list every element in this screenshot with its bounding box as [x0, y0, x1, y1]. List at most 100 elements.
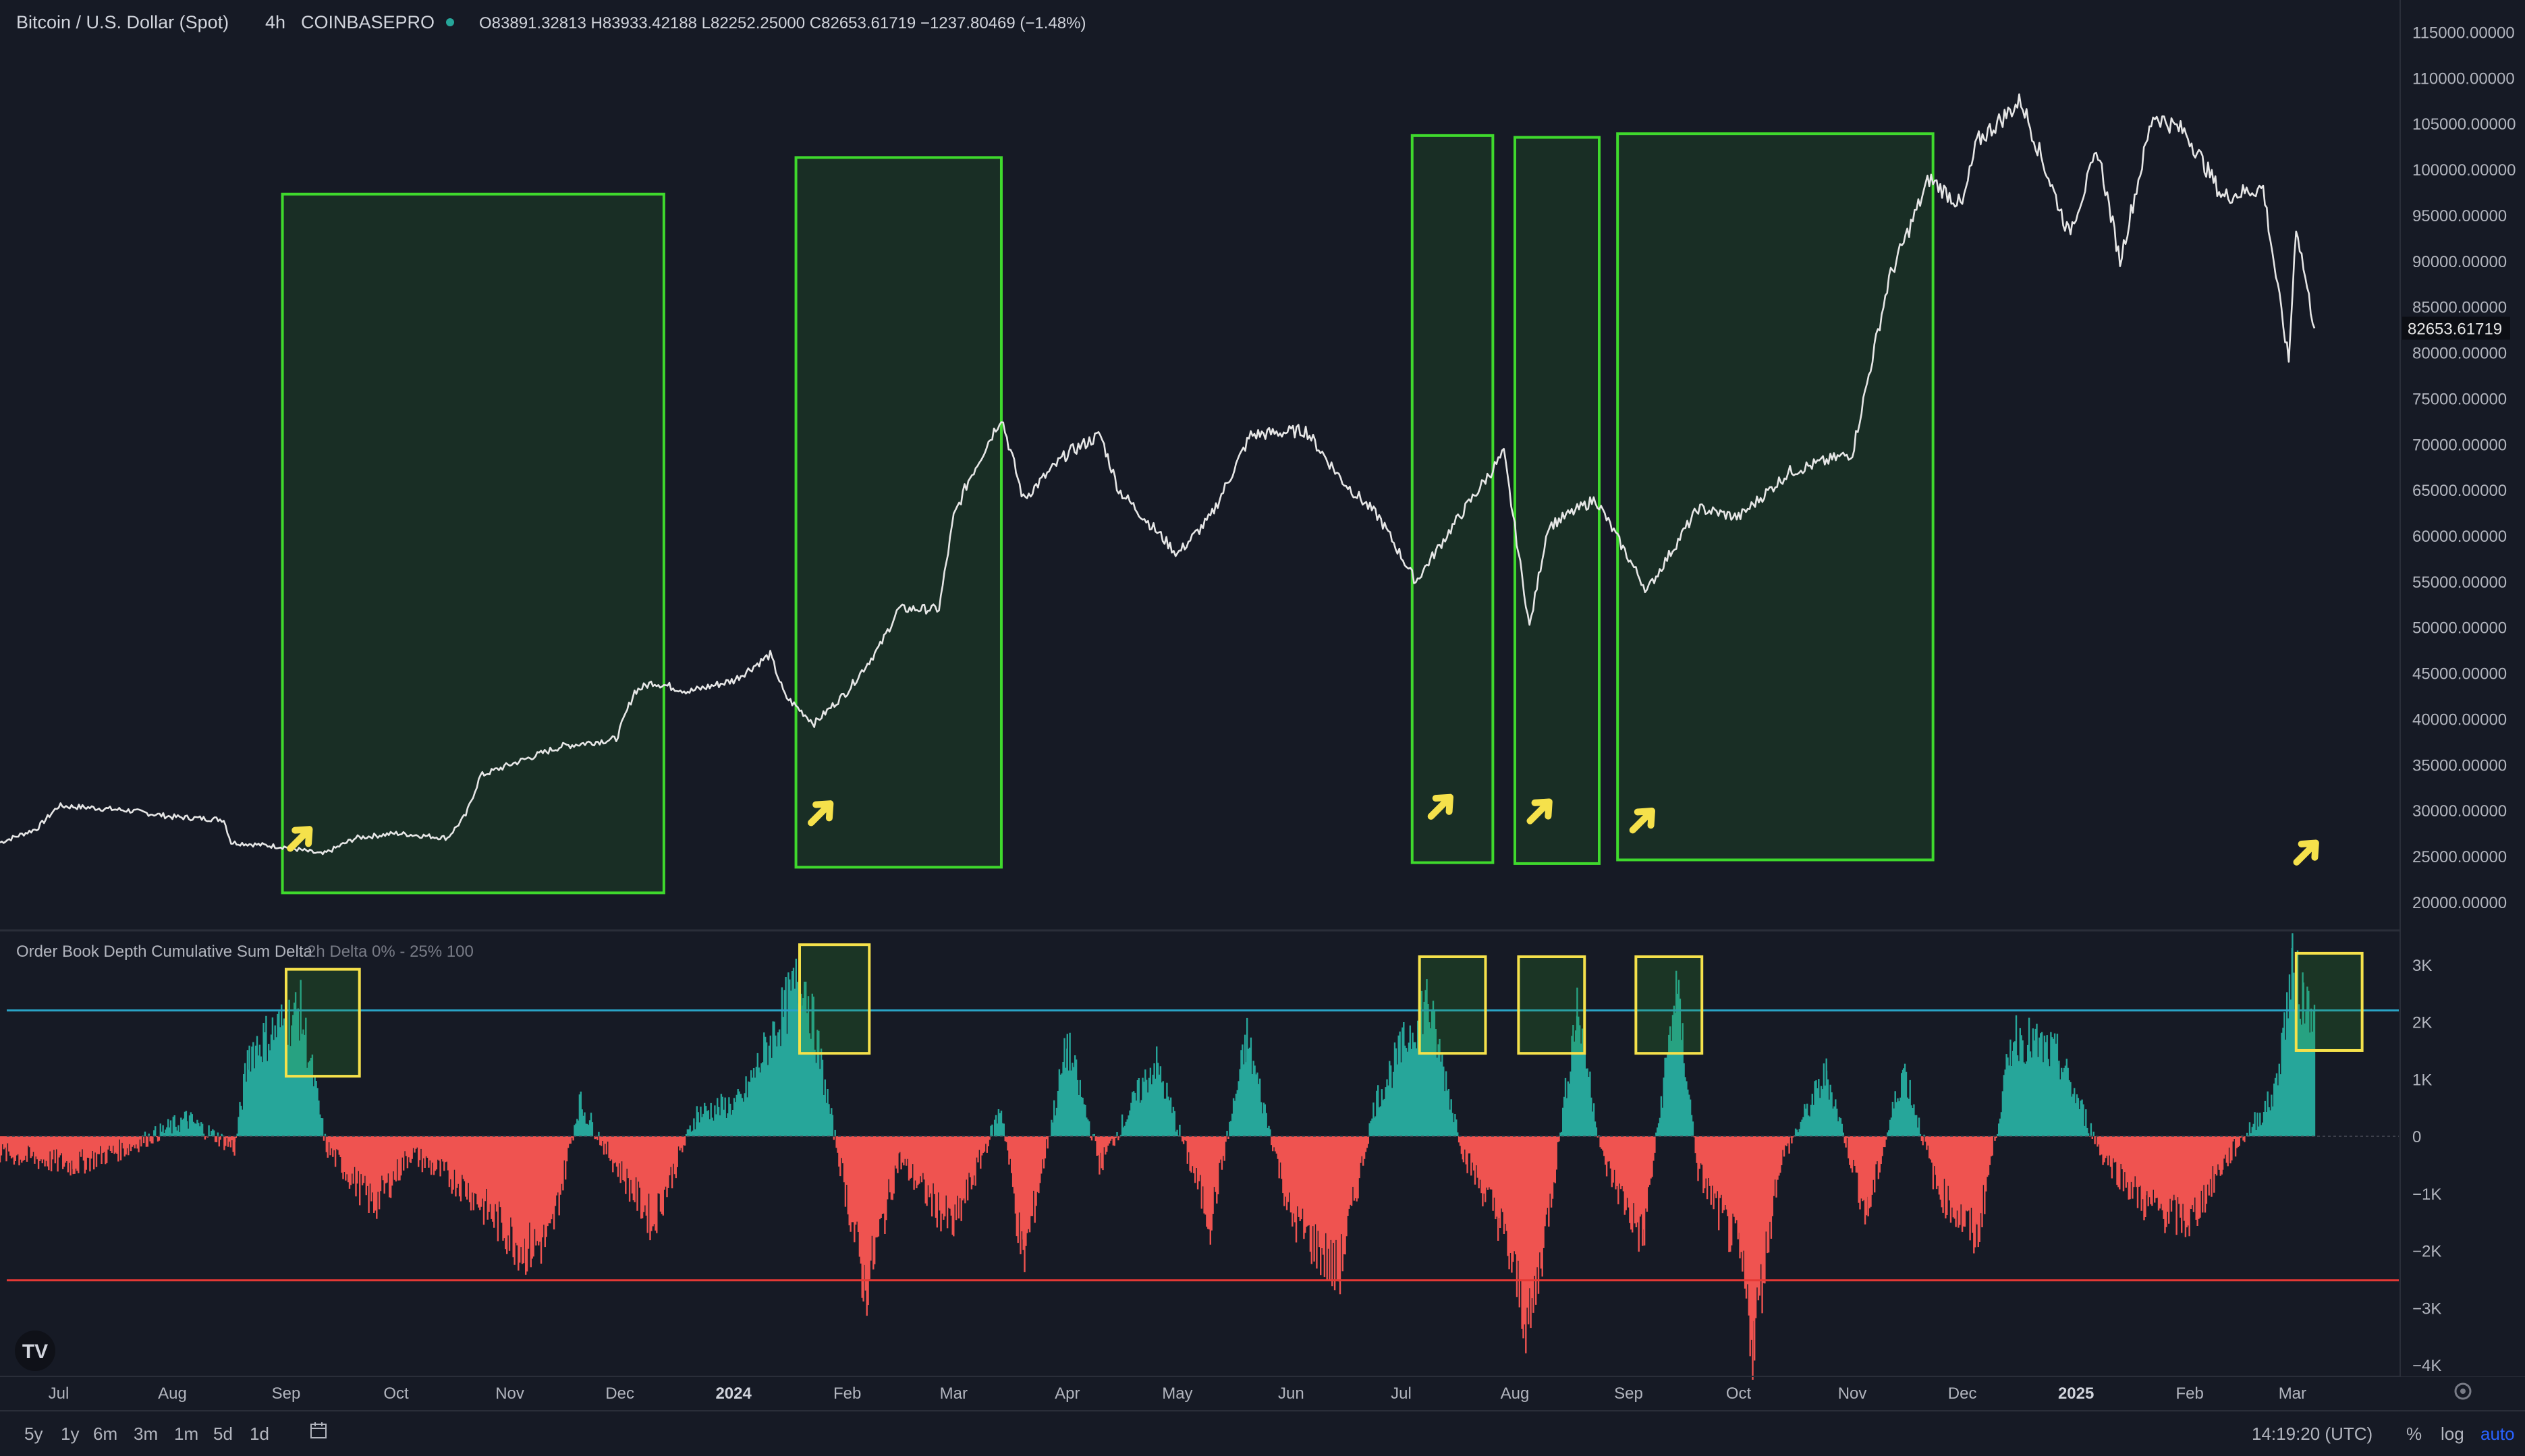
price-tick-label: 65000.00000	[2412, 482, 2507, 500]
time-tick-label: 2025	[2058, 1384, 2094, 1403]
indicator-tick-label: 0	[2412, 1128, 2421, 1146]
arrow-shape	[2293, 839, 2319, 866]
price-axis-background	[2401, 0, 2525, 1376]
price-tick-label: 110000.00000	[2412, 69, 2515, 88]
settings-gear-icon[interactable]	[2454, 1382, 2472, 1400]
range-5d-button[interactable]: 5d	[213, 1424, 233, 1444]
indicator-tick-label: −2K	[2412, 1243, 2441, 1261]
time-tick-label: Feb	[833, 1384, 861, 1403]
time-tick-label: Sep	[272, 1384, 301, 1403]
price-highlight-box-5	[1616, 132, 1935, 862]
price-tick-label: 40000.00000	[2412, 710, 2507, 729]
price-axis[interactable]: 115000.00000 110000.00000 105000.00000 1000…	[2399, 0, 2525, 1376]
time-tick-label: Oct	[383, 1384, 409, 1403]
price-tick-label: 90000.00000	[2412, 253, 2507, 271]
gear-ring	[2454, 1382, 2472, 1400]
time-tick-label: Aug	[158, 1384, 187, 1403]
price-tick-label: 80000.00000	[2412, 345, 2507, 363]
indicator-tick-label: 1K	[2412, 1071, 2432, 1089]
price-tick-label: 85000.00000	[2412, 299, 2507, 317]
time-tick-label: Jun	[1278, 1384, 1304, 1403]
time-tick-label: 2024	[715, 1384, 752, 1403]
calendar-range-icon[interactable]	[309, 1421, 329, 1440]
range-6m-button[interactable]: 6m	[93, 1424, 118, 1444]
time-tick-label: Nov	[495, 1384, 524, 1403]
price-tick-label: 45000.00000	[2412, 665, 2507, 683]
log-scale-button[interactable]: log	[2441, 1424, 2464, 1444]
last-price-label: 82653.61719	[2408, 320, 2502, 339]
indicator-tick-label: 2K	[2412, 1014, 2432, 1032]
indicator-params: 2h Delta 0% - 25% 100	[307, 943, 474, 961]
range-1d-button[interactable]: 1d	[250, 1424, 269, 1444]
indicator-highlight-box-1	[284, 968, 361, 1078]
trend-arrow-icon-2	[808, 800, 834, 827]
price-tick-label: 105000.00000	[2412, 115, 2516, 134]
trend-arrow-icon-3	[1427, 793, 1453, 820]
price-tick-label: 35000.00000	[2412, 756, 2507, 775]
indicator-highlight-box-5	[1634, 955, 1704, 1055]
price-tick-label: 25000.00000	[2412, 848, 2507, 866]
arrow-shape	[808, 800, 834, 827]
chart-svg[interactable]: Jul Aug Sep Oct Nov Dec 2024 Feb Mar Apr May Jun Jul…	[0, 0, 2525, 1410]
time-tick-label: Mar	[2279, 1384, 2306, 1403]
market-status-dot-icon	[446, 18, 454, 26]
arrow-shape	[1629, 808, 1655, 834]
bottom-toolbar: 5y 1y 6m 3m 1m 5d 1d 14:19:20 (UTC) % lo…	[0, 1410, 2525, 1456]
price-tick-label: 70000.00000	[2412, 436, 2507, 454]
price-highlight-box-2	[794, 156, 1003, 869]
time-tick-label: Apr	[1055, 1384, 1080, 1403]
indicator-highlight-box-6	[2294, 951, 2364, 1052]
price-tick-label: 50000.00000	[2412, 619, 2507, 638]
indicator-title[interactable]: Order Book Depth Cumulative Sum Delta	[16, 943, 313, 961]
range-1y-button[interactable]: 1y	[61, 1424, 80, 1444]
time-tick-label: Nov	[1838, 1384, 1867, 1403]
price-tick-label: 55000.00000	[2412, 573, 2507, 592]
range-1m-button[interactable]: 1m	[174, 1424, 199, 1444]
price-pane[interactable]	[0, 93, 2323, 895]
arrow-shape	[1526, 798, 1553, 824]
trend-arrow-icon-1	[287, 826, 313, 852]
indicator-tick-label: 3K	[2412, 957, 2432, 975]
time-tick-label: May	[1162, 1384, 1192, 1403]
interval-label[interactable]: 4h	[265, 12, 285, 32]
price-highlight-box-1	[281, 192, 665, 895]
price-tick-label: 100000.00000	[2412, 161, 2516, 179]
svg-text:TV: TV	[22, 1341, 48, 1363]
arrow-shape	[287, 826, 313, 852]
percent-scale-button[interactable]: %	[2406, 1424, 2422, 1444]
range-3m-button[interactable]: 3m	[134, 1424, 159, 1444]
gear-center	[2460, 1389, 2466, 1394]
time-tick-label: Dec	[1948, 1384, 1977, 1403]
indicator-axis[interactable]: 3K 2K 1K 0 −1K −2K −3K −4K	[2412, 957, 2441, 1375]
indicator-highlight-box-3	[1418, 955, 1487, 1055]
trend-arrow-icon-5	[1629, 808, 1655, 834]
price-tick-label: 95000.00000	[2412, 207, 2507, 225]
last-price-badge	[2402, 316, 2510, 340]
time-tick-label: Jul	[1391, 1384, 1412, 1403]
delta-negative-bars	[0, 1136, 2246, 1380]
price-tick-label: 75000.00000	[2412, 390, 2507, 408]
indicator-highlight-box-4	[1517, 955, 1586, 1055]
indicator-highlight-box-2	[798, 943, 871, 1055]
price-line	[0, 93, 2316, 856]
indicator-tick-label: −3K	[2412, 1299, 2441, 1318]
price-highlight-box-4	[1513, 136, 1601, 865]
price-tick-label: 30000.00000	[2412, 802, 2507, 820]
clock-time[interactable]: 14:19:20 (UTC)	[2252, 1424, 2373, 1444]
time-tick-label: Jul	[49, 1384, 70, 1403]
price-tick-label: 115000.00000	[2412, 24, 2515, 43]
time-tick-label: Sep	[1614, 1384, 1643, 1403]
time-axis[interactable]: Jul Aug Sep Oct Nov Dec 2024 Feb Mar Apr May Jun Jul…	[0, 1376, 2525, 1403]
exchange-label[interactable]: COINBASEPRO	[301, 12, 435, 32]
indicator-tick-label: −1K	[2412, 1185, 2441, 1204]
symbol-title[interactable]: Bitcoin / U.S. Dollar (Spot)	[16, 12, 229, 32]
trend-arrow-icon-6	[2293, 839, 2319, 866]
indicator-tick-label: −4K	[2412, 1357, 2441, 1375]
auto-scale-button[interactable]: auto	[2480, 1424, 2515, 1444]
price-highlight-box-3	[1410, 134, 1495, 864]
trend-arrow-icon-4	[1526, 798, 1553, 824]
indicator-pane[interactable]	[0, 933, 2399, 1380]
time-tick-label: Oct	[1726, 1384, 1752, 1403]
range-5y-button[interactable]: 5y	[24, 1424, 43, 1444]
price-tick-label: 20000.00000	[2412, 894, 2507, 912]
